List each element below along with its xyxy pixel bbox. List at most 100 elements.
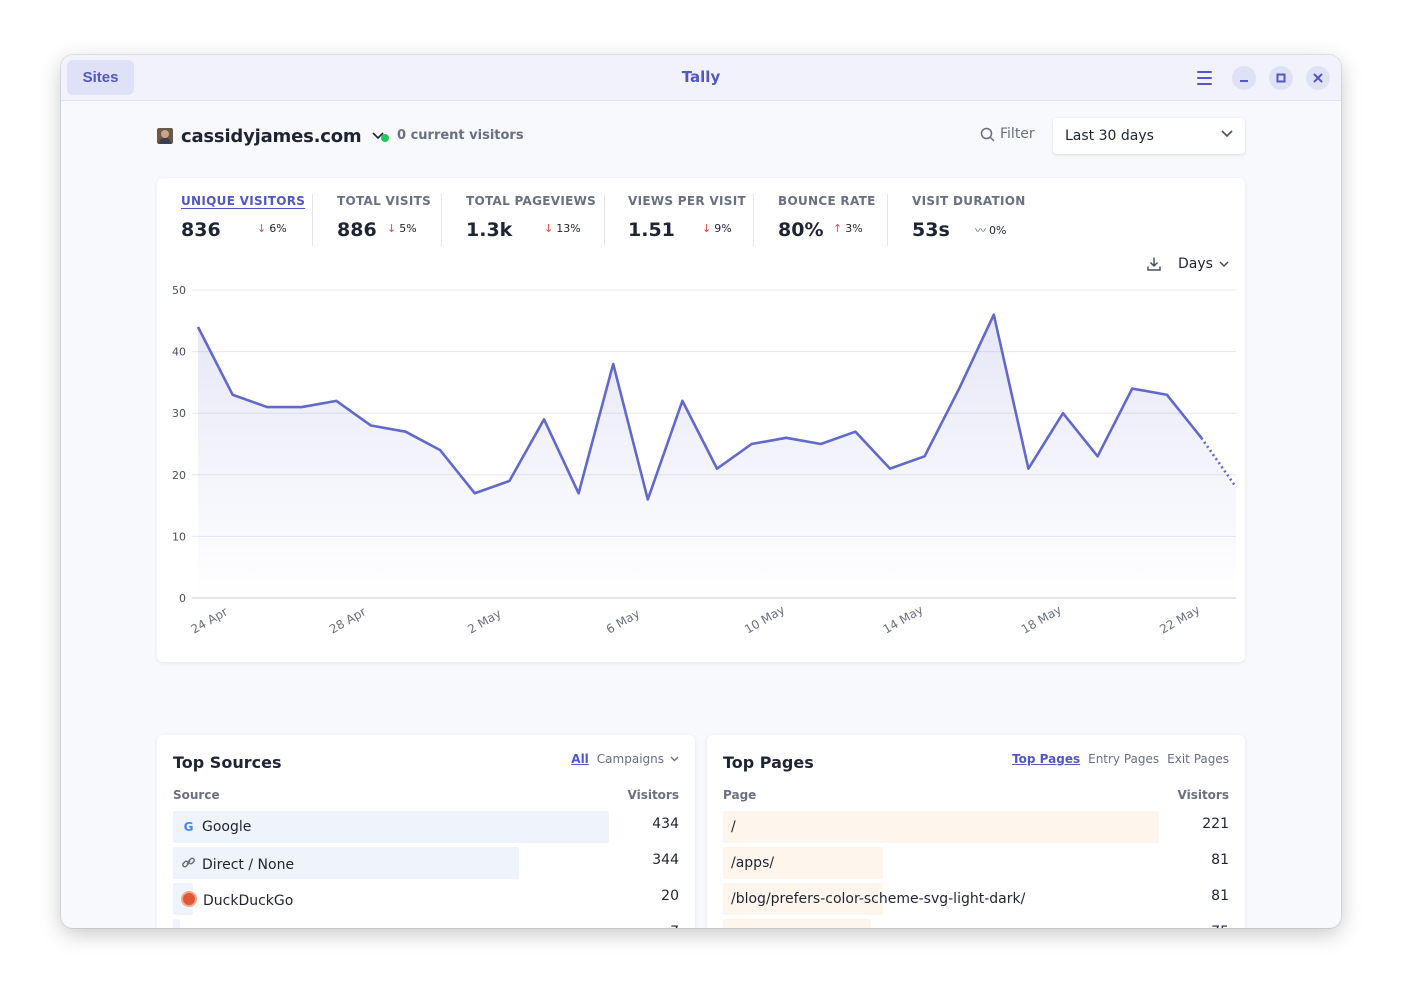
data-point[interactable]: 6 May: 38 — [607, 358, 619, 370]
data-point[interactable]: 9 May: 21 — [711, 463, 723, 475]
duckduckgo-icon — [181, 891, 197, 911]
tab-entry-pages[interactable]: Entry Pages — [1088, 752, 1160, 766]
filter-label: Filter — [1000, 126, 1035, 142]
row-name: Direct / None — [202, 856, 295, 873]
bar-fill — [723, 919, 871, 928]
stat-total-pageviews[interactable]: TOTAL PAGEVIEWS 1.3k ↓ 13% — [466, 194, 596, 246]
data-point[interactable]: 10 May: 25 — [746, 438, 758, 450]
row-name: /blog/prefers-color-scheme-svg-light-dar… — [731, 891, 1026, 907]
data-point[interactable]: 18 May: 21 — [1022, 463, 1034, 475]
data-point[interactable]: 7 May: 16 — [642, 493, 654, 505]
x-tick-label: 14 May — [881, 603, 926, 637]
stat-change: 〰 0% — [975, 222, 1006, 238]
data-point[interactable]: 4 May: 29 — [538, 413, 550, 425]
list-item[interactable]: /apps/81 — [723, 847, 1229, 879]
data-point[interactable]: 15 May: 23 — [919, 450, 931, 462]
current-visitors: 0 current visitors — [397, 128, 524, 143]
stat-label: TOTAL PAGEVIEWS — [466, 194, 597, 208]
data-point[interactable]: 20 May: 23 — [1092, 450, 1104, 462]
x-tick-label: 18 May — [1019, 603, 1064, 637]
stat-change-value: 3% — [845, 222, 863, 235]
sites-button[interactable]: Sites — [67, 60, 134, 95]
data-point[interactable]: 2 May: 17 — [469, 487, 481, 499]
tab-exit-pages[interactable]: Exit Pages — [1167, 752, 1229, 766]
divider — [604, 194, 605, 246]
row-label: DuckDuckGo — [181, 891, 293, 911]
data-point[interactable]: 11 May: 26 — [780, 432, 792, 444]
hamburger-menu-icon[interactable] — [1192, 67, 1216, 89]
bar-fill — [723, 883, 883, 915]
stat-unique-visitors[interactable]: UNIQUE VISITORS 836 ↓ 6% — [181, 194, 305, 246]
interval-value: Days — [1178, 256, 1213, 272]
data-point[interactable]: 24 Apr: 44 — [192, 321, 204, 333]
minimize-icon — [1240, 80, 1248, 82]
stat-label: TOTAL VISITS — [337, 194, 432, 208]
data-point[interactable]: 21 May: 34 — [1126, 383, 1138, 395]
stat-change-value: 6% — [269, 222, 287, 235]
list-item[interactable]: /blog/75 — [723, 919, 1229, 928]
y-tick-label: 50 — [172, 284, 186, 297]
list-item[interactable]: Direct / None 344 — [173, 847, 679, 879]
divider — [753, 194, 754, 246]
data-point[interactable]: 5 May: 17 — [573, 487, 585, 499]
minimize-button[interactable] — [1232, 66, 1256, 90]
arrow-down-icon: ↓ — [387, 222, 397, 235]
data-point[interactable]: 29 Apr: 28 — [365, 420, 377, 432]
stat-visit-duration[interactable]: VISIT DURATION 53s 〰 0% — [912, 194, 1026, 246]
list-item[interactable]: ● Reddit 7 — [173, 919, 679, 928]
dashboard: cassidyjames.com 0 current visitors Filt… — [61, 102, 1341, 928]
data-point[interactable]: 26 Apr: 31 — [261, 401, 273, 413]
search-icon — [980, 127, 995, 142]
data-point[interactable]: 25 Apr: 33 — [227, 389, 239, 401]
x-tick-label: 10 May — [742, 603, 787, 637]
data-point[interactable]: 30 Apr: 27 — [400, 426, 412, 438]
data-point[interactable]: 17 May: 46 — [988, 309, 1000, 321]
tab-top-pages[interactable]: Top Pages — [1012, 752, 1081, 766]
visitors-chart[interactable]: 0 10 20 30 40 50 24 Apr: 44 25 Apr: 33 26 Apr: … — [157, 278, 1245, 658]
window-title: Tally — [681, 68, 721, 86]
site-switcher[interactable]: cassidyjames.com — [157, 124, 385, 148]
tab-all[interactable]: All — [571, 752, 589, 766]
data-point[interactable]: 12 May: 25 — [815, 438, 827, 450]
row-label: G Google — [181, 819, 252, 835]
list-item[interactable]: DuckDuckGo 20 — [173, 883, 679, 915]
data-point[interactable]: 16 May: 34 — [953, 383, 965, 395]
data-point[interactable]: 22 May: 33 — [1161, 389, 1173, 401]
tab-campaigns[interactable]: Campaigns — [597, 752, 679, 766]
chevron-down-icon — [1219, 260, 1229, 267]
date-range-select[interactable]: Last 30 days — [1053, 118, 1245, 154]
stat-bounce-rate[interactable]: BOUNCE RATE 80% ↑ 3% — [778, 194, 876, 246]
stat-value: 53s — [912, 219, 950, 241]
list-item[interactable]: /blog/prefers-color-scheme-svg-light-dar… — [723, 883, 1229, 915]
stat-change: ↓ 6% — [257, 222, 287, 235]
stat-total-visits[interactable]: TOTAL VISITS 886 ↓ 5% — [337, 194, 431, 246]
data-point[interactable]: 19 May: 30 — [1057, 407, 1069, 419]
list-item[interactable]: / 221 — [723, 811, 1229, 843]
chevron-down-icon — [1221, 130, 1233, 138]
maximize-button[interactable] — [1269, 66, 1293, 90]
stat-label: UNIQUE VISITORS — [181, 194, 306, 208]
y-tick-label: 0 — [179, 592, 186, 605]
page-tabs: Top Pages Entry Pages Exit Pages — [1012, 752, 1229, 766]
data-point[interactable]: 23 May: 26 — [1195, 432, 1207, 444]
data-point[interactable]: 14 May: 21 — [884, 463, 896, 475]
bar-fill — [173, 919, 180, 928]
bar-fill — [723, 847, 883, 879]
wave-icon: 〰 — [975, 224, 986, 237]
data-point[interactable]: 28 Apr: 32 — [330, 395, 342, 407]
data-point[interactable]: 1 May: 24 — [434, 444, 446, 456]
stat-views-per-visit[interactable]: VIEWS PER VISIT 1.51 ↓ 9% — [628, 194, 746, 246]
data-point[interactable]: 27 Apr: 31 — [296, 401, 308, 413]
close-button[interactable] — [1306, 66, 1330, 90]
data-point[interactable]: 13 May: 27 — [849, 426, 861, 438]
download-icon[interactable] — [1146, 256, 1162, 272]
list-item[interactable]: G Google 434 — [173, 811, 679, 843]
filter-button[interactable]: Filter — [980, 126, 1035, 142]
interval-select[interactable]: Days — [1178, 256, 1229, 272]
data-point[interactable]: 24 May: 18 — [1230, 481, 1242, 493]
data-point[interactable]: 3 May: 19 — [503, 475, 515, 487]
tab-campaigns-label: Campaigns — [596, 752, 664, 766]
column-header-visitors: Visitors — [1177, 788, 1230, 802]
data-point[interactable]: 8 May: 32 — [676, 395, 688, 407]
row-name: Google — [202, 819, 252, 835]
